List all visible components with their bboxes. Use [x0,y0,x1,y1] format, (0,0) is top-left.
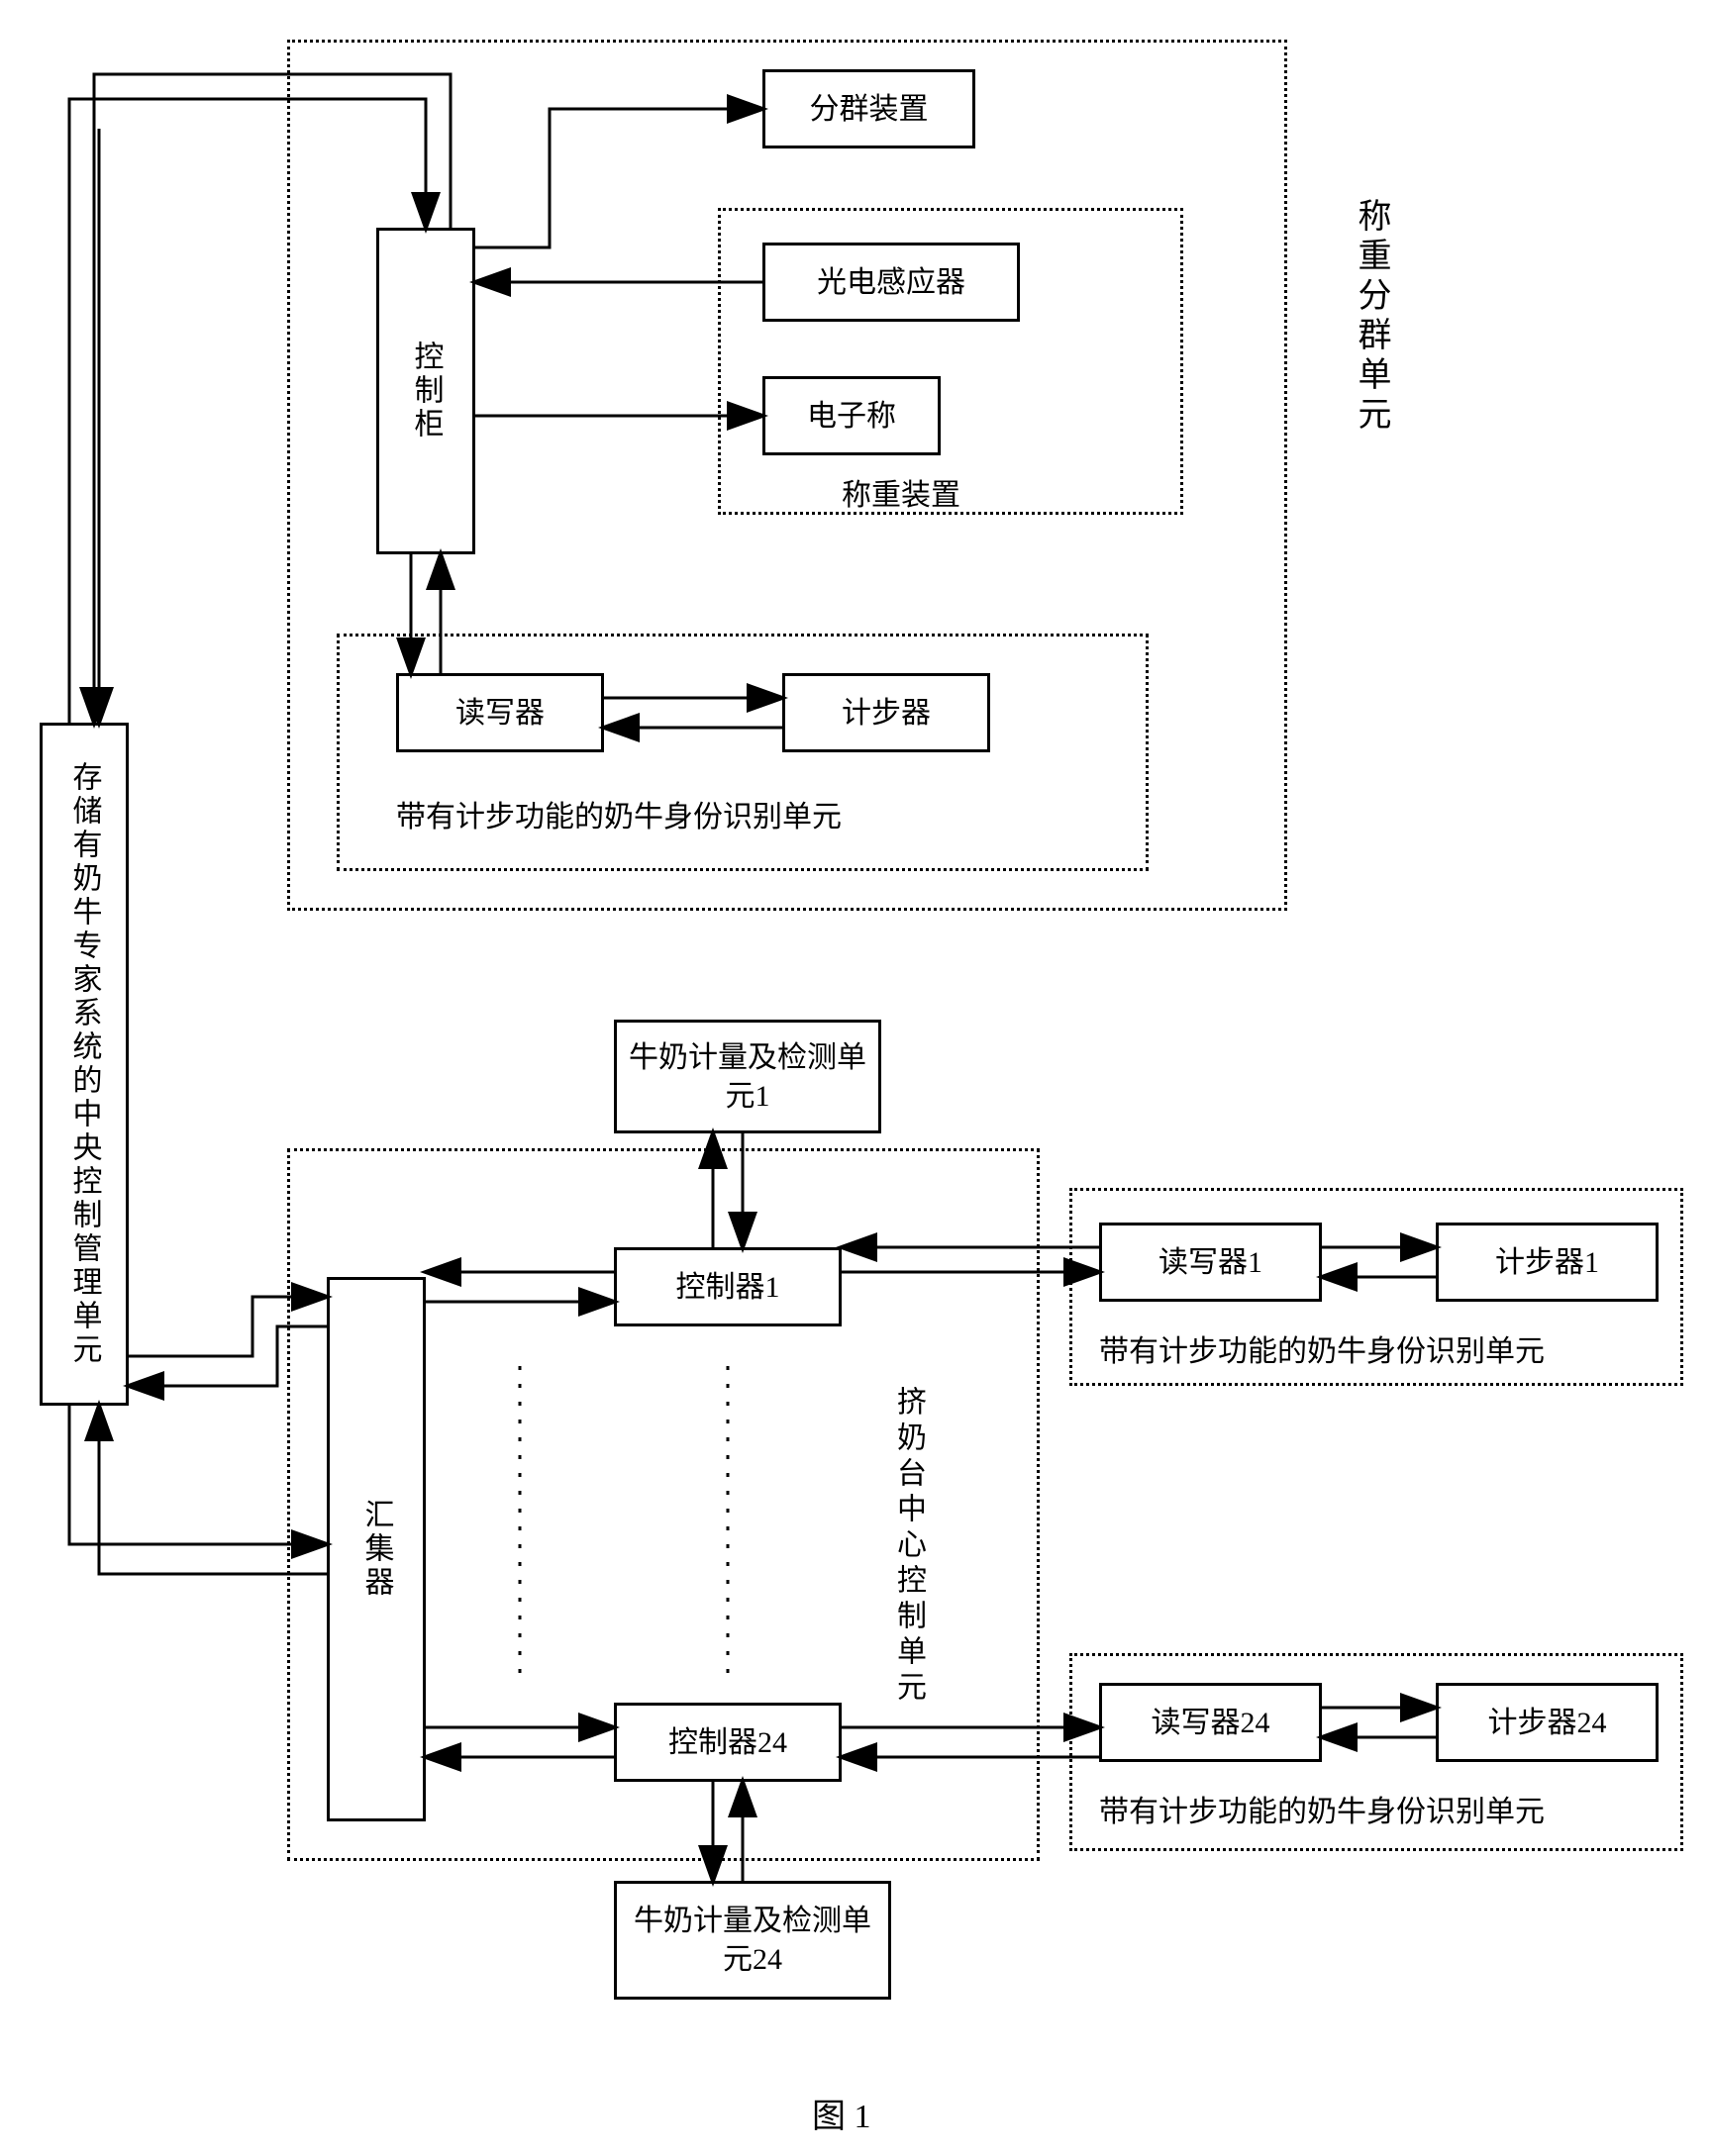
milking-unit-label: 挤奶台中心控制单元 [886,1386,930,1707]
milk-meter-1: 牛奶计量及检测单元1 [614,1020,881,1133]
id-unit-label-top: 带有计步功能的奶牛身份识别单元 [396,792,842,835]
id-unit-label-24: 带有计步功能的奶牛身份识别单元 [1099,1787,1545,1830]
reader-1: 读写器1 [1099,1223,1322,1302]
reader-24: 读写器24 [1099,1683,1322,1762]
sorting-device: 分群装置 [762,69,975,148]
reader-24-label: 读写器24 [1152,1704,1270,1742]
pedometer-1-label: 计步器1 [1495,1243,1599,1282]
figure-caption: 图 1 [812,2089,871,2137]
id-unit-group-top [337,634,1149,871]
weighing-device-label: 称重装置 [842,470,960,514]
pedometer-1: 计步器1 [1436,1223,1659,1302]
pedometer-24-label: 计步器24 [1488,1704,1607,1742]
milk-meter-1-label: 牛奶计量及检测单元1 [625,1038,870,1116]
central-label: 存储有奶牛专家系统的中央控制管理单元 [65,761,104,1367]
milk-meter-24-label: 牛奶计量及检测单元24 [625,1902,880,1979]
control-cabinet-label: 控制柜 [407,341,446,441]
pedometer-top-label: 计步器 [842,694,931,733]
milk-meter-24: 牛奶计量及检测单元24 [614,1881,891,2000]
electronic-scale: 电子称 [762,376,941,455]
control-cabinet: 控制柜 [376,228,475,554]
photo-sensor-label: 光电感应器 [817,263,965,302]
controller-1-label: 控制器1 [676,1268,780,1307]
controller-24: 控制器24 [614,1703,842,1782]
controller-24-label: 控制器24 [668,1723,787,1762]
photo-sensor: 光电感应器 [762,243,1020,322]
reader-top: 读写器 [396,673,604,752]
pedometer-top: 计步器 [782,673,990,752]
weighing-group-label: 称重分群单元 [1347,198,1395,436]
collector: 汇集器 [327,1277,426,1821]
controller-1: 控制器1 [614,1247,842,1326]
central-control-unit: 存储有奶牛专家系统的中央控制管理单元 [40,723,129,1406]
reader-top-label: 读写器 [455,694,545,733]
collector-label: 汇集器 [357,1499,396,1600]
reader-1-label: 读写器1 [1158,1243,1262,1282]
sorting-device-label: 分群装置 [810,90,929,129]
electronic-scale-label: 电子称 [807,397,896,436]
id-unit-label-1: 带有计步功能的奶牛身份识别单元 [1099,1326,1545,1370]
pedometer-24: 计步器24 [1436,1683,1659,1762]
